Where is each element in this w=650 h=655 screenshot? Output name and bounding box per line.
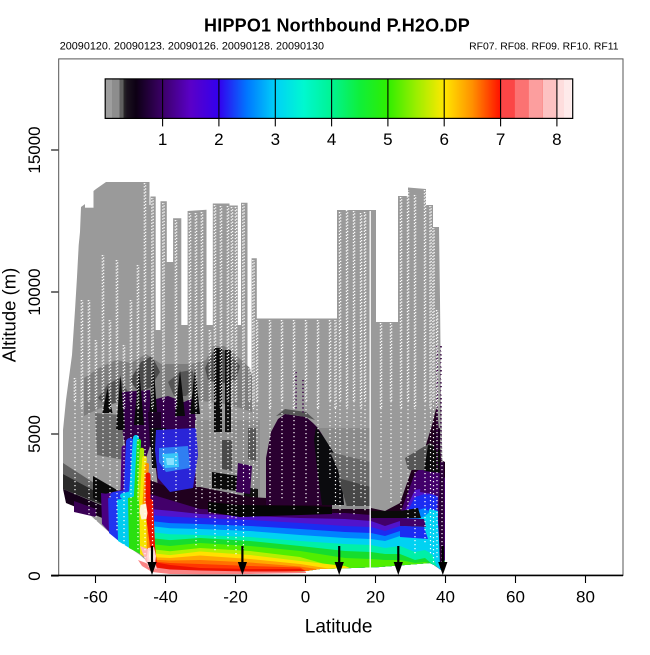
svg-text:6: 6 (439, 130, 448, 149)
svg-text:RF07. RF08. RF09. RF10. RF11: RF07. RF08. RF09. RF10. RF11 (469, 41, 619, 52)
svg-text:Altitude (m): Altitude (m) (0, 268, 20, 363)
svg-text:60: 60 (506, 588, 525, 607)
svg-text:20090120. 20090123. 20090126.: 20090120. 20090123. 20090126. 20090128. … (60, 40, 324, 52)
svg-text:-40: -40 (153, 588, 178, 607)
svg-text:5000: 5000 (25, 415, 44, 453)
svg-text:0: 0 (25, 571, 44, 580)
svg-text:15000: 15000 (25, 126, 44, 173)
svg-text:8: 8 (552, 130, 561, 149)
svg-text:20: 20 (366, 588, 385, 607)
svg-text:5: 5 (383, 130, 392, 149)
svg-text:-20: -20 (223, 588, 248, 607)
svg-text:0: 0 (301, 588, 310, 607)
svg-text:1: 1 (158, 130, 167, 149)
svg-text:40: 40 (436, 588, 455, 607)
svg-text:4: 4 (327, 130, 336, 149)
svg-text:80: 80 (576, 588, 595, 607)
svg-text:2: 2 (214, 130, 223, 149)
svg-text:7: 7 (496, 130, 505, 149)
svg-text:3: 3 (271, 130, 280, 149)
svg-text:10000: 10000 (25, 268, 44, 315)
svg-text:HIPPO1 Northbound P.H2O.DP: HIPPO1 Northbound P.H2O.DP (204, 16, 470, 36)
svg-text:-60: -60 (83, 588, 108, 607)
svg-text:Latitude: Latitude (305, 616, 373, 637)
